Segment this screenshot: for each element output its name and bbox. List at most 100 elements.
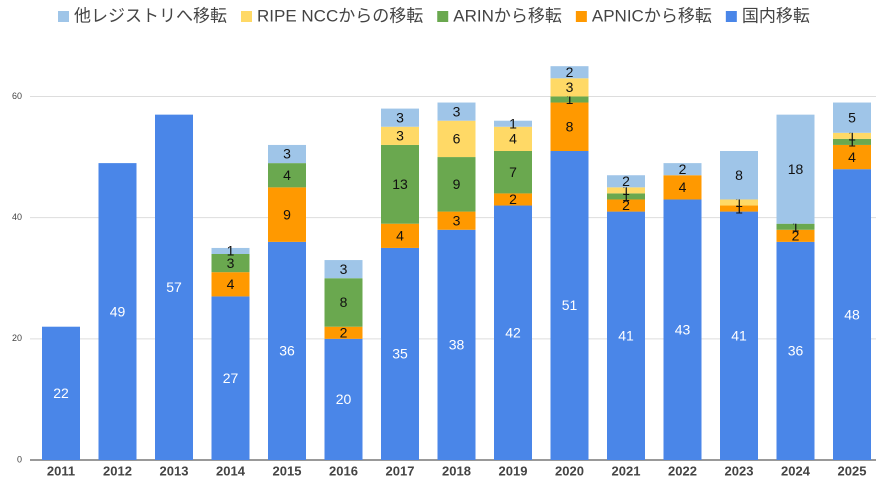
data-label: 3 (340, 261, 348, 277)
data-label: 1 (227, 243, 235, 259)
x-tick-label: 2025 (838, 463, 867, 478)
data-label: 9 (283, 206, 291, 222)
bar-segment (494, 120, 532, 127)
bar-segment (324, 338, 363, 460)
bar-segment (211, 254, 250, 273)
data-label: 1 (848, 134, 856, 150)
data-label: 6 (453, 131, 461, 147)
legend-label: APNICから移転 (592, 6, 712, 25)
data-label: 2 (679, 161, 687, 177)
data-label: 2 (792, 228, 800, 244)
data-label: 13 (392, 176, 408, 192)
data-label: 3 (453, 103, 461, 119)
data-label: 7 (509, 164, 517, 180)
legend-swatch (58, 11, 69, 22)
data-label: 2 (566, 64, 574, 80)
bar-segment (437, 211, 476, 230)
x-tick-label: 2014 (216, 463, 246, 478)
bar-segment (437, 102, 476, 121)
bar-segment (324, 260, 363, 279)
data-label: 42 (505, 324, 521, 340)
data-label: 8 (735, 167, 743, 183)
data-label: 2 (509, 191, 517, 207)
data-label: 4 (848, 149, 856, 165)
legend-swatch (437, 11, 449, 22)
x-tick-label: 2015 (273, 463, 302, 478)
x-tick-label: 2020 (555, 463, 584, 478)
bar-segment (494, 126, 532, 151)
bar-segment (155, 114, 193, 460)
bar-segment (381, 144, 419, 224)
bar-segment (381, 108, 419, 127)
bar-segment (494, 193, 532, 206)
data-label: 5 (848, 109, 856, 125)
legend-label: 国内移転 (742, 6, 810, 25)
data-label: 57 (166, 279, 182, 295)
bar-segment (211, 247, 250, 254)
data-label: 2 (622, 173, 630, 189)
legend-swatch (725, 11, 737, 22)
bar-segment (381, 247, 419, 460)
bar-segment (607, 193, 645, 200)
data-label: 3 (396, 128, 404, 144)
bar-segment (833, 144, 871, 170)
bar-segment (437, 120, 476, 158)
x-tick-label: 2016 (329, 463, 358, 478)
data-label: 4 (227, 276, 235, 292)
legend-swatch (241, 11, 252, 22)
x-tick-label: 2024 (781, 463, 811, 478)
bar-segment (833, 102, 871, 133)
bar-segment (720, 211, 758, 460)
x-tick-label: 2023 (725, 463, 754, 478)
data-label: 1 (622, 182, 630, 198)
bar-segment (550, 96, 589, 103)
bar-segment (268, 144, 306, 164)
data-label: 1 (566, 91, 574, 107)
data-label: 9 (453, 176, 461, 192)
bar-segment (550, 102, 589, 151)
x-tick-label: 2018 (442, 463, 471, 478)
bar-segment (720, 199, 758, 206)
data-label: 41 (618, 327, 634, 343)
bar-segment (776, 241, 815, 460)
data-label: 22 (53, 385, 69, 401)
legend-label: ARINから移転 (453, 6, 562, 25)
bar-segment (550, 78, 589, 97)
bar-segment (324, 278, 363, 327)
data-label: 3 (566, 79, 574, 95)
bar-segment (494, 151, 532, 194)
data-label: 8 (340, 294, 348, 310)
bar-segment (268, 187, 306, 242)
y-tick-label: 60 (12, 91, 22, 101)
bar-segment (833, 169, 871, 461)
data-label: 27 (223, 370, 239, 386)
data-label: 41 (731, 327, 747, 343)
bar-segment (437, 157, 476, 212)
x-tick-label: 2022 (668, 463, 697, 478)
bar-segment (550, 151, 589, 460)
bar-segment (381, 126, 419, 145)
bar-segment (663, 175, 702, 200)
data-label: 1 (622, 188, 630, 204)
bar-segment (268, 241, 306, 460)
data-label: 4 (283, 167, 291, 183)
data-label: 1 (792, 218, 800, 234)
bar-segment (607, 187, 645, 194)
legend-label: 他レジストリへ移転 (74, 6, 227, 25)
data-label: 3 (283, 146, 291, 162)
bar-segment (607, 175, 645, 188)
data-label: 1 (509, 115, 517, 131)
x-tick-label: 2021 (612, 463, 641, 478)
bar-segment (607, 199, 645, 212)
data-label: 4 (679, 179, 687, 195)
bar-segment (211, 296, 250, 460)
bar-segment (381, 223, 419, 248)
data-label: 43 (675, 321, 691, 337)
x-tick-label: 2017 (386, 463, 415, 478)
data-label: 1 (735, 200, 743, 216)
x-tick-label: 2011 (47, 463, 75, 478)
bar-segment (98, 163, 137, 460)
bar-segment (776, 114, 815, 224)
bar-segment (833, 138, 871, 145)
y-tick-label: 40 (12, 212, 22, 222)
